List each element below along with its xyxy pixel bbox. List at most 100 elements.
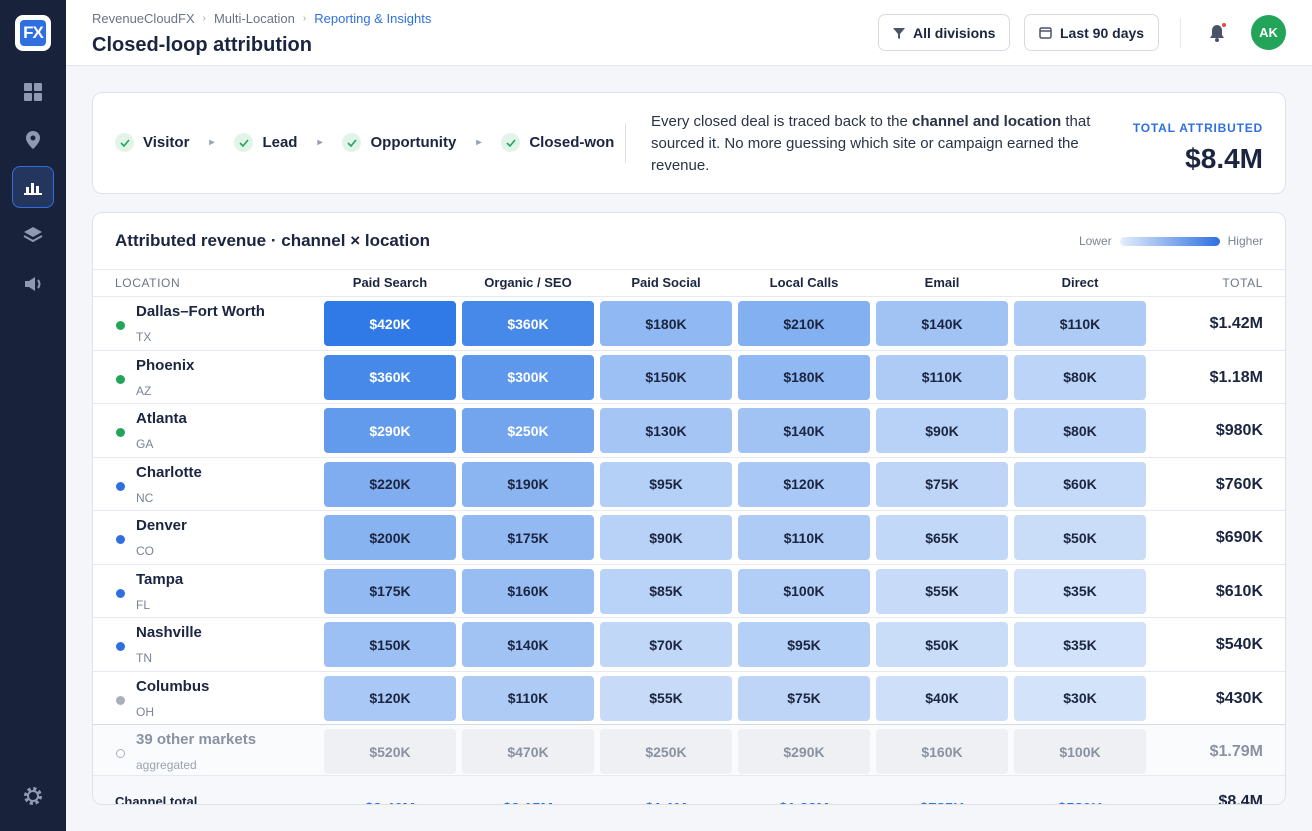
location-name: 39 other markets — [136, 731, 257, 748]
heat-cell[interactable]: $220K — [324, 461, 456, 507]
heat-cell[interactable]: $210K — [738, 301, 870, 346]
heat-cell[interactable]: $85K — [600, 568, 732, 614]
heat-cell[interactable]: $175K — [462, 515, 594, 560]
funnel-arrow: ▸ — [209, 137, 215, 148]
location-region: aggregated — [136, 758, 197, 772]
nav-campaigns[interactable] — [12, 263, 54, 305]
avatar[interactable]: AK — [1251, 15, 1286, 50]
nav-locations[interactable] — [12, 119, 54, 161]
heat-cell[interactable]: $50K — [1014, 515, 1146, 560]
footer-cell: $1.32M — [738, 786, 870, 804]
heat-cell[interactable]: $55K — [600, 675, 732, 721]
heat-cell[interactable]: $110K — [462, 675, 594, 721]
table-title: Attributed revenue · channel × location — [115, 231, 431, 250]
logo[interactable]: FX — [15, 15, 51, 51]
heat-cell[interactable]: $40K — [876, 675, 1008, 721]
heat-cell[interactable]: $110K — [738, 515, 870, 560]
heat-cell[interactable]: $175K — [324, 568, 456, 614]
location-name: Phoenix — [136, 356, 195, 374]
heat-cell[interactable]: $95K — [738, 622, 870, 667]
heat-cell[interactable]: $290K — [324, 408, 456, 453]
heat-cell[interactable]: $190K — [462, 461, 594, 507]
nav-settings[interactable] — [12, 775, 54, 817]
location-name: Dallas–Fort Worth — [136, 303, 265, 320]
location-region: AZ — [136, 383, 152, 398]
nav-dashboard[interactable] — [12, 71, 54, 113]
heat-cell[interactable]: $110K — [1014, 301, 1146, 346]
heat-cell[interactable]: $55K — [876, 568, 1008, 614]
heat-cell[interactable]: $360K — [462, 301, 594, 346]
location-name: Nashville — [136, 624, 202, 641]
heat-cell[interactable]: $75K — [738, 675, 870, 721]
heat-cell[interactable]: $80K — [1014, 354, 1146, 400]
heat-cell[interactable]: $120K — [324, 675, 456, 721]
heat-cell[interactable]: $35K — [1014, 622, 1146, 667]
heat-cell[interactable]: $60K — [1014, 461, 1146, 507]
icon — [26, 131, 40, 149]
heat-cell[interactable]: $110K — [876, 354, 1008, 400]
heat-cell[interactable]: $50K — [876, 622, 1008, 667]
footer-cell: $2.15M — [462, 786, 594, 804]
status-dot — [116, 535, 125, 544]
icon — [24, 787, 42, 805]
heat-cell[interactable]: $150K — [600, 354, 732, 400]
notifications[interactable] — [1208, 23, 1226, 43]
heat-cell[interactable]: $120K — [738, 461, 870, 507]
location-region: CO — [136, 544, 154, 558]
location-region: TN — [136, 651, 152, 665]
heat-cell[interactable]: $140K — [738, 408, 870, 453]
funnel-step: Opportunity — [370, 134, 457, 151]
filter-date[interactable]: Last 90 days — [1024, 14, 1160, 51]
heat-cell[interactable]: $360K — [324, 354, 456, 400]
check — [501, 133, 521, 152]
heat-cell[interactable]: $140K — [462, 622, 594, 667]
heat-cell[interactable]: $90K — [876, 408, 1008, 453]
heat-cell[interactable]: $80K — [1014, 408, 1146, 453]
nav-layers[interactable] — [12, 213, 54, 255]
heat-cell[interactable]: $65K — [876, 515, 1008, 560]
heat-cell[interactable]: $200K — [324, 515, 456, 560]
heat-cell[interactable]: $35K — [1014, 568, 1146, 614]
heat-cell[interactable]: $150K — [324, 622, 456, 667]
status-dot — [116, 321, 125, 330]
funnel-step: Closed-won — [529, 134, 615, 151]
other-cell: $160K — [876, 729, 1008, 774]
filter-division[interactable]: All divisions — [878, 14, 1011, 51]
row-total: $540K — [1215, 636, 1263, 653]
heat-cell[interactable]: $180K — [738, 354, 870, 400]
heat-cell[interactable]: $160K — [462, 568, 594, 614]
summary-card: Visitor ▸ Lead ▸ Opportunity ▸ Closed-won Ever… — [92, 92, 1286, 194]
heat-cell[interactable]: $180K — [600, 301, 732, 346]
heat-cell[interactable]: $140K — [876, 301, 1008, 346]
table-row: Charlotte NC $220K $190K $95K $120K $75K $60K $7… — [93, 456, 1285, 511]
heat-cell[interactable]: $100K — [738, 568, 870, 614]
funnel-step: Lead — [262, 134, 298, 151]
funnel-arrow: ▸ — [476, 137, 482, 148]
table-footer: Channel total $2.46M $2.15M $1.1M $1.32M $785… — [93, 775, 1285, 804]
heat-cell[interactable]: $70K — [600, 622, 732, 667]
heat-cell[interactable]: $90K — [600, 515, 732, 560]
heat-cell[interactable]: $300K — [462, 354, 594, 400]
heat-cell[interactable]: $250K — [462, 408, 594, 453]
heat-cell[interactable]: $95K — [600, 461, 732, 507]
check — [342, 133, 362, 152]
column-header: Direct — [1061, 275, 1099, 290]
row-total: $1.18M — [1209, 368, 1263, 386]
heat-cell[interactable]: $75K — [876, 461, 1008, 507]
icon — [1039, 27, 1052, 39]
nav-reporting[interactable] — [12, 166, 54, 208]
heat-cell[interactable]: $130K — [600, 408, 732, 453]
status-dot — [116, 428, 125, 437]
heat-cell[interactable]: $420K — [324, 301, 456, 346]
column-header: TOTAL — [1222, 276, 1263, 290]
location-name: Columbus — [136, 677, 210, 695]
column-header: Paid Search — [352, 275, 428, 290]
location-region: FL — [136, 597, 151, 612]
heat-cell[interactable]: $30K — [1014, 675, 1146, 721]
table-row: Nashville TN $150K $140K $70K $95K $50K $35K $54… — [93, 617, 1285, 671]
table-row-other: 39 other markets aggregated $520K $470K $250… — [93, 724, 1285, 778]
divider — [1180, 18, 1181, 48]
crumb[interactable]: RevenueCloudFX — [92, 11, 195, 26]
crumb[interactable]: Multi-Location — [213, 11, 295, 26]
crumb: Reporting & Insights — [314, 11, 432, 26]
